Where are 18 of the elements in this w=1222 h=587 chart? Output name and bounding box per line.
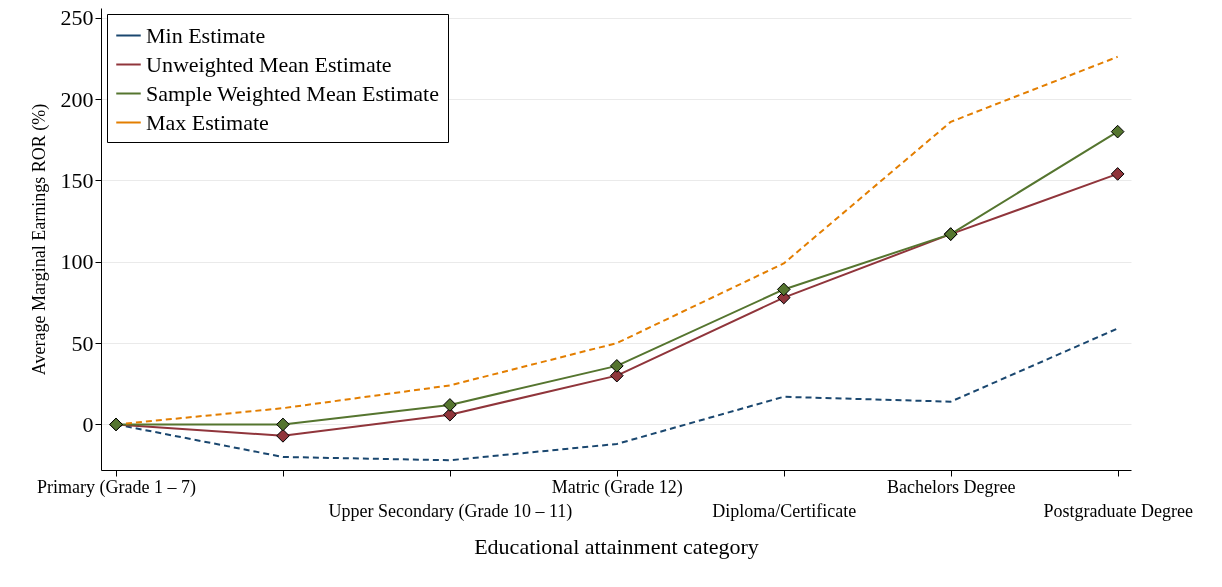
y-tick-label: 50 — [71, 330, 94, 356]
legend-label: Min Estimate — [146, 22, 266, 48]
x-tick-label: Bachelors Degree — [886, 476, 1016, 497]
x-tick-label: Postgraduate Degree — [1043, 500, 1193, 521]
y-tick-label: 100 — [60, 249, 94, 275]
y-tick-label: 250 — [60, 5, 94, 31]
x-axis-title: Educational attainment category — [474, 533, 759, 559]
legend-label: Max Estimate — [146, 109, 269, 135]
legend-label: Unweighted Mean Estimate — [146, 51, 392, 77]
x-tick-label: Upper Secondary (Grade 10 – 11) — [328, 500, 573, 522]
x-tick-label: Matric (Grade 12) — [551, 476, 683, 498]
x-tick-label: Primary (Grade 1 – 7) — [37, 476, 196, 498]
x-tick-label: Diploma/Certificate — [712, 500, 857, 521]
y-tick-label: 0 — [82, 411, 94, 437]
y-tick-label: 150 — [60, 167, 94, 193]
legend-label: Sample Weighted Mean Estimate — [146, 80, 439, 106]
y-tick-label: 200 — [60, 86, 94, 112]
y-axis-title: Average Marginal Earnings ROR (%) — [28, 103, 50, 376]
